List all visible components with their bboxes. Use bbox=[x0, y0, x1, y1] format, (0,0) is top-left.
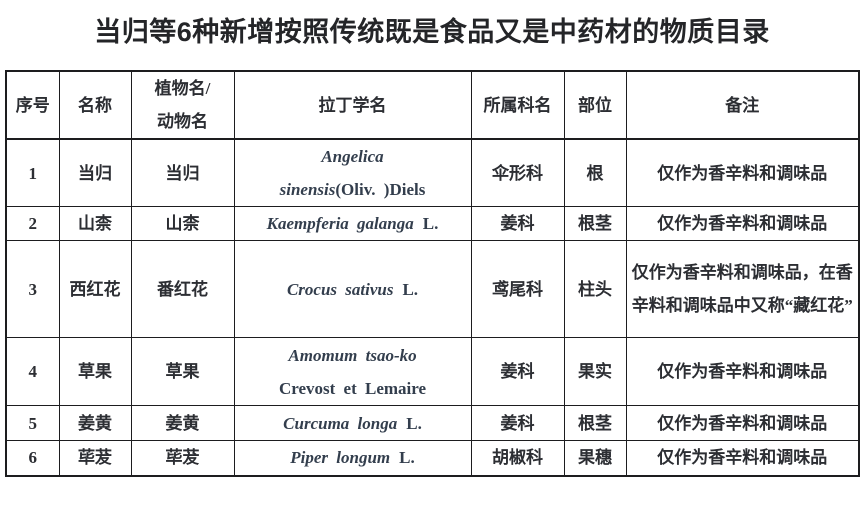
latin-author: (Oliv. )Diels bbox=[335, 180, 426, 199]
latin-author: L. bbox=[399, 448, 415, 468]
cell-part: 根茎 bbox=[563, 206, 627, 241]
cell-name: 姜黄 bbox=[58, 405, 132, 441]
cell-latin-name: Kaempferia galanga L. bbox=[233, 206, 472, 241]
header-cell-family: 所属科名 bbox=[470, 70, 565, 140]
cell-name: 西红花 bbox=[58, 240, 132, 338]
cell-family: 胡椒科 bbox=[470, 440, 565, 476]
cell-index: 2 bbox=[5, 206, 60, 241]
table-row: 6 荜茇 荜茇 Piper longum L. 胡椒科 果穗 仅作为香辛料和调味品 bbox=[5, 440, 860, 476]
table-row: 5 姜黄 姜黄 Curcuma longa L. 姜科 根茎 仅作为香辛料和调味品 bbox=[5, 405, 860, 441]
cell-part: 柱头 bbox=[563, 240, 627, 338]
table-row: 1 当归 当归 Angelica sinensis(Oliv. )Diels 伞… bbox=[5, 138, 860, 207]
cell-name: 山柰 bbox=[58, 206, 132, 241]
cell-plant-name: 番红花 bbox=[130, 240, 235, 338]
cell-family: 姜科 bbox=[470, 405, 565, 441]
cell-latin-name: Amomum tsao-ko Crevost et Lemaire bbox=[233, 337, 472, 406]
latin-author: Crevost et Lemaire bbox=[278, 378, 427, 398]
latin-author: L. bbox=[422, 214, 439, 233]
header-cell-latin: 拉丁学名 bbox=[233, 70, 472, 140]
cell-index: 1 bbox=[5, 138, 60, 207]
cell-plant-name: 当归 bbox=[130, 138, 235, 207]
table-row: 4 草果 草果 Amomum tsao-ko Crevost et Lemair… bbox=[5, 337, 860, 406]
header-cell-plant-name: 植物名/ 动物名 bbox=[130, 70, 235, 140]
cell-index: 3 bbox=[5, 240, 60, 338]
table-row: 2 山柰 山柰 Kaempferia galanga L. 姜科 根茎 仅作为香辛… bbox=[5, 206, 860, 241]
cell-index: 4 bbox=[5, 337, 60, 406]
cell-remark: 仅作为香辛料和调味品 bbox=[625, 405, 860, 441]
cell-plant-name: 草果 bbox=[130, 337, 235, 406]
cell-family: 伞形科 bbox=[470, 138, 565, 207]
latin-binomial: Kaempferia galanga bbox=[266, 214, 414, 233]
cell-part: 根茎 bbox=[563, 405, 627, 441]
latin-binomial: Crocus sativus bbox=[286, 279, 394, 299]
table-row: 3 西红花 番红花 Crocus sativus L. 鸢尾科 柱头 仅作为香辛料… bbox=[5, 240, 860, 338]
cell-latin-name: Curcuma longa L. bbox=[233, 405, 472, 441]
cell-remark: 仅作为香辛料和调味品 bbox=[625, 206, 860, 241]
header-plant-line1: 植物名/ bbox=[154, 79, 211, 98]
catalog-table: 序号 名称 植物名/ 动物名 拉丁学名 所属科名 部位 备注 1 当归 当归 A… bbox=[5, 70, 860, 477]
cell-family: 姜科 bbox=[470, 206, 565, 241]
page-title: 当归等6种新增按照传统既是食品又是中药材的物质目录 bbox=[94, 17, 770, 47]
header-plant-line2: 动物名 bbox=[157, 112, 208, 131]
cell-part: 果穗 bbox=[563, 440, 627, 476]
cell-latin-name: Piper longum L. bbox=[233, 440, 472, 476]
cell-latin-name: Crocus sativus L. bbox=[233, 240, 472, 338]
cell-plant-name: 荜茇 bbox=[130, 440, 235, 476]
header-cell-part: 部位 bbox=[563, 70, 627, 140]
header-cell-remark: 备注 bbox=[625, 70, 860, 140]
cell-index: 6 bbox=[5, 440, 60, 476]
cell-plant-name: 姜黄 bbox=[130, 405, 235, 441]
cell-name: 当归 bbox=[58, 138, 132, 207]
cell-remark: 仅作为香辛料和调味品 bbox=[625, 337, 860, 406]
latin-author: L. bbox=[402, 279, 419, 299]
cell-part: 果实 bbox=[563, 337, 627, 406]
cell-family: 姜科 bbox=[470, 337, 565, 406]
cell-remark: 仅作为香辛料和调味品 bbox=[625, 138, 860, 207]
latin-binomial: Piper longum bbox=[290, 448, 391, 468]
table-header-row: 序号 名称 植物名/ 动物名 拉丁学名 所属科名 部位 备注 bbox=[5, 70, 860, 140]
cell-name: 荜茇 bbox=[58, 440, 132, 476]
cell-remark: 仅作为香辛料和调味品 bbox=[625, 440, 860, 476]
latin-binomial: Curcuma longa bbox=[283, 413, 398, 433]
latin-genus: Angelica bbox=[321, 147, 384, 166]
cell-remark: 仅作为香辛料和调味品，在香辛料和调味品中又称“藏红花” bbox=[625, 240, 860, 338]
cell-name: 草果 bbox=[58, 337, 132, 406]
cell-index: 5 bbox=[5, 405, 60, 441]
cell-plant-name: 山柰 bbox=[130, 206, 235, 241]
header-cell-index: 序号 bbox=[5, 70, 60, 140]
cell-latin-name: Angelica sinensis(Oliv. )Diels bbox=[233, 138, 472, 207]
cell-part: 根 bbox=[563, 138, 627, 207]
latin-author: L. bbox=[406, 413, 422, 433]
latin-species: sinensis bbox=[279, 180, 336, 199]
latin-binomial: Amomum tsao-ko bbox=[288, 345, 417, 365]
header-cell-name: 名称 bbox=[58, 70, 132, 140]
cell-family: 鸢尾科 bbox=[470, 240, 565, 338]
